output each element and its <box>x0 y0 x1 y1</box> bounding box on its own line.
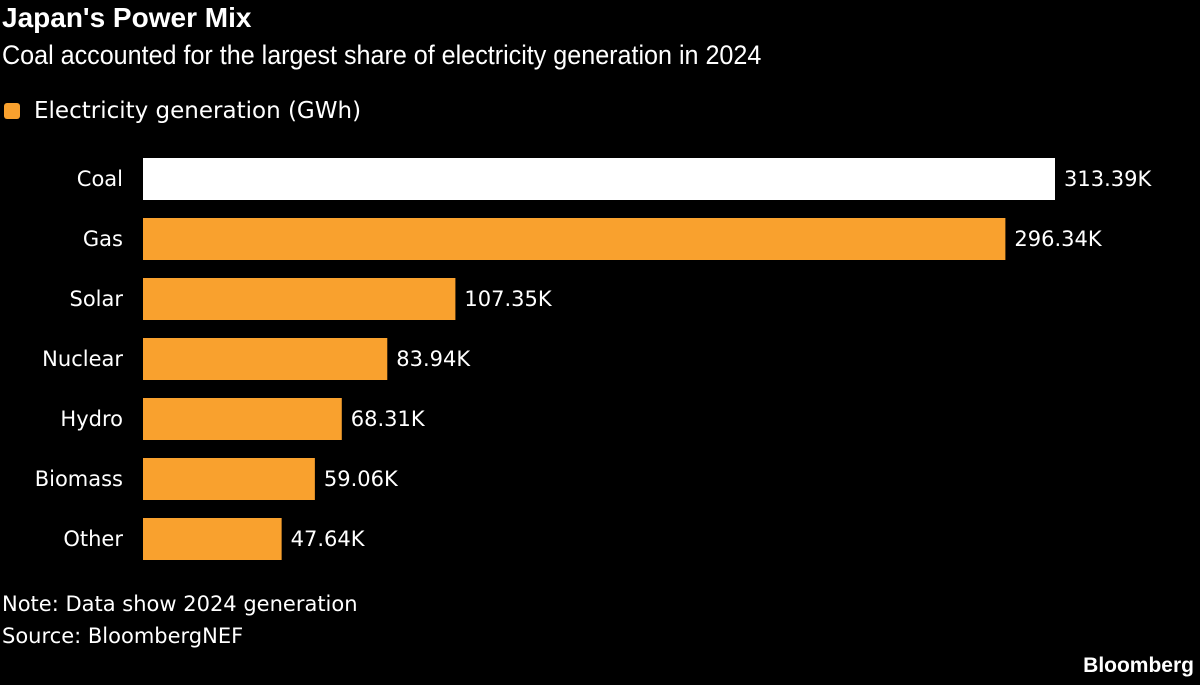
chart-subtitle: Coal accounted for the largest share of … <box>2 40 762 70</box>
bar-hydro <box>143 398 342 440</box>
bar-gas <box>143 218 1006 260</box>
value-label: 296.34K <box>1014 227 1102 251</box>
value-label: 107.35K <box>464 287 552 311</box>
value-label: 47.64K <box>291 527 366 551</box>
legend-label: Electricity generation (GWh) <box>34 98 362 124</box>
category-label: Other <box>63 527 123 551</box>
legend-swatch <box>4 103 20 119</box>
category-label: Coal <box>77 167 123 191</box>
value-label: 68.31K <box>351 407 426 431</box>
note: Note: Data show 2024 generation <box>2 592 358 616</box>
value-label: 313.39K <box>1064 167 1152 191</box>
bar-nuclear <box>143 338 388 380</box>
bloomberg-logo: Bloomberg <box>1083 654 1194 677</box>
bar-other <box>143 518 282 560</box>
value-label: 83.94K <box>396 347 471 371</box>
category-label: Hydro <box>60 407 123 431</box>
category-label: Biomass <box>35 467 123 491</box>
source: Source: BloombergNEF <box>2 624 244 648</box>
bar-solar <box>143 278 456 320</box>
bar-coal <box>143 158 1055 200</box>
category-label: Gas <box>83 227 123 251</box>
category-label: Nuclear <box>42 347 123 371</box>
value-label: 59.06K <box>324 467 399 491</box>
category-label: Solar <box>69 287 123 311</box>
legend: Electricity generation (GWh) <box>4 98 361 124</box>
chart-title: Japan's Power Mix <box>2 2 252 33</box>
bar-biomass <box>143 458 315 500</box>
